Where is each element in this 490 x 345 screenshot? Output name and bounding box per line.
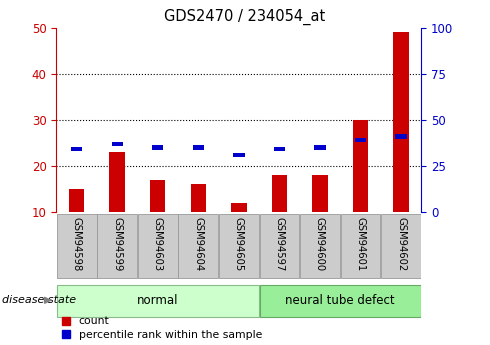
FancyBboxPatch shape [57,285,259,317]
Bar [193,146,204,150]
Legend: count, percentile rank within the sample: count, percentile rank within the sample [62,316,262,339]
Bar [312,175,328,212]
Bar [393,32,409,212]
Bar [231,203,246,212]
FancyBboxPatch shape [381,214,421,278]
Bar [233,153,245,157]
Text: GSM94604: GSM94604 [194,217,203,272]
Text: GDS2470 / 234054_at: GDS2470 / 234054_at [164,9,326,25]
Bar [314,146,326,150]
Bar [395,135,407,139]
FancyBboxPatch shape [300,214,340,278]
FancyBboxPatch shape [138,214,178,278]
Text: GSM94599: GSM94599 [112,217,122,272]
FancyBboxPatch shape [98,214,137,278]
Bar [69,189,84,212]
FancyBboxPatch shape [341,214,380,278]
Text: GSM94598: GSM94598 [72,217,82,272]
Text: normal: normal [137,294,178,307]
Bar [152,146,164,150]
Text: GSM94603: GSM94603 [153,217,163,272]
Bar [150,180,166,212]
FancyBboxPatch shape [219,214,259,278]
Text: disease state: disease state [2,295,76,305]
Text: GSM94601: GSM94601 [356,217,366,272]
Bar [191,185,206,212]
Text: GSM94597: GSM94597 [274,217,284,272]
FancyBboxPatch shape [178,214,218,278]
FancyBboxPatch shape [57,214,97,278]
Bar [112,142,123,146]
Bar [109,152,125,212]
FancyBboxPatch shape [260,285,421,317]
Text: GSM94605: GSM94605 [234,217,244,272]
Bar [272,175,287,212]
Bar [353,120,368,212]
FancyBboxPatch shape [260,214,299,278]
Bar [274,147,285,151]
Bar [71,147,82,151]
Text: neural tube defect: neural tube defect [286,294,395,307]
Bar [355,138,366,142]
Text: GSM94600: GSM94600 [315,217,325,272]
Text: GSM94602: GSM94602 [396,217,406,272]
